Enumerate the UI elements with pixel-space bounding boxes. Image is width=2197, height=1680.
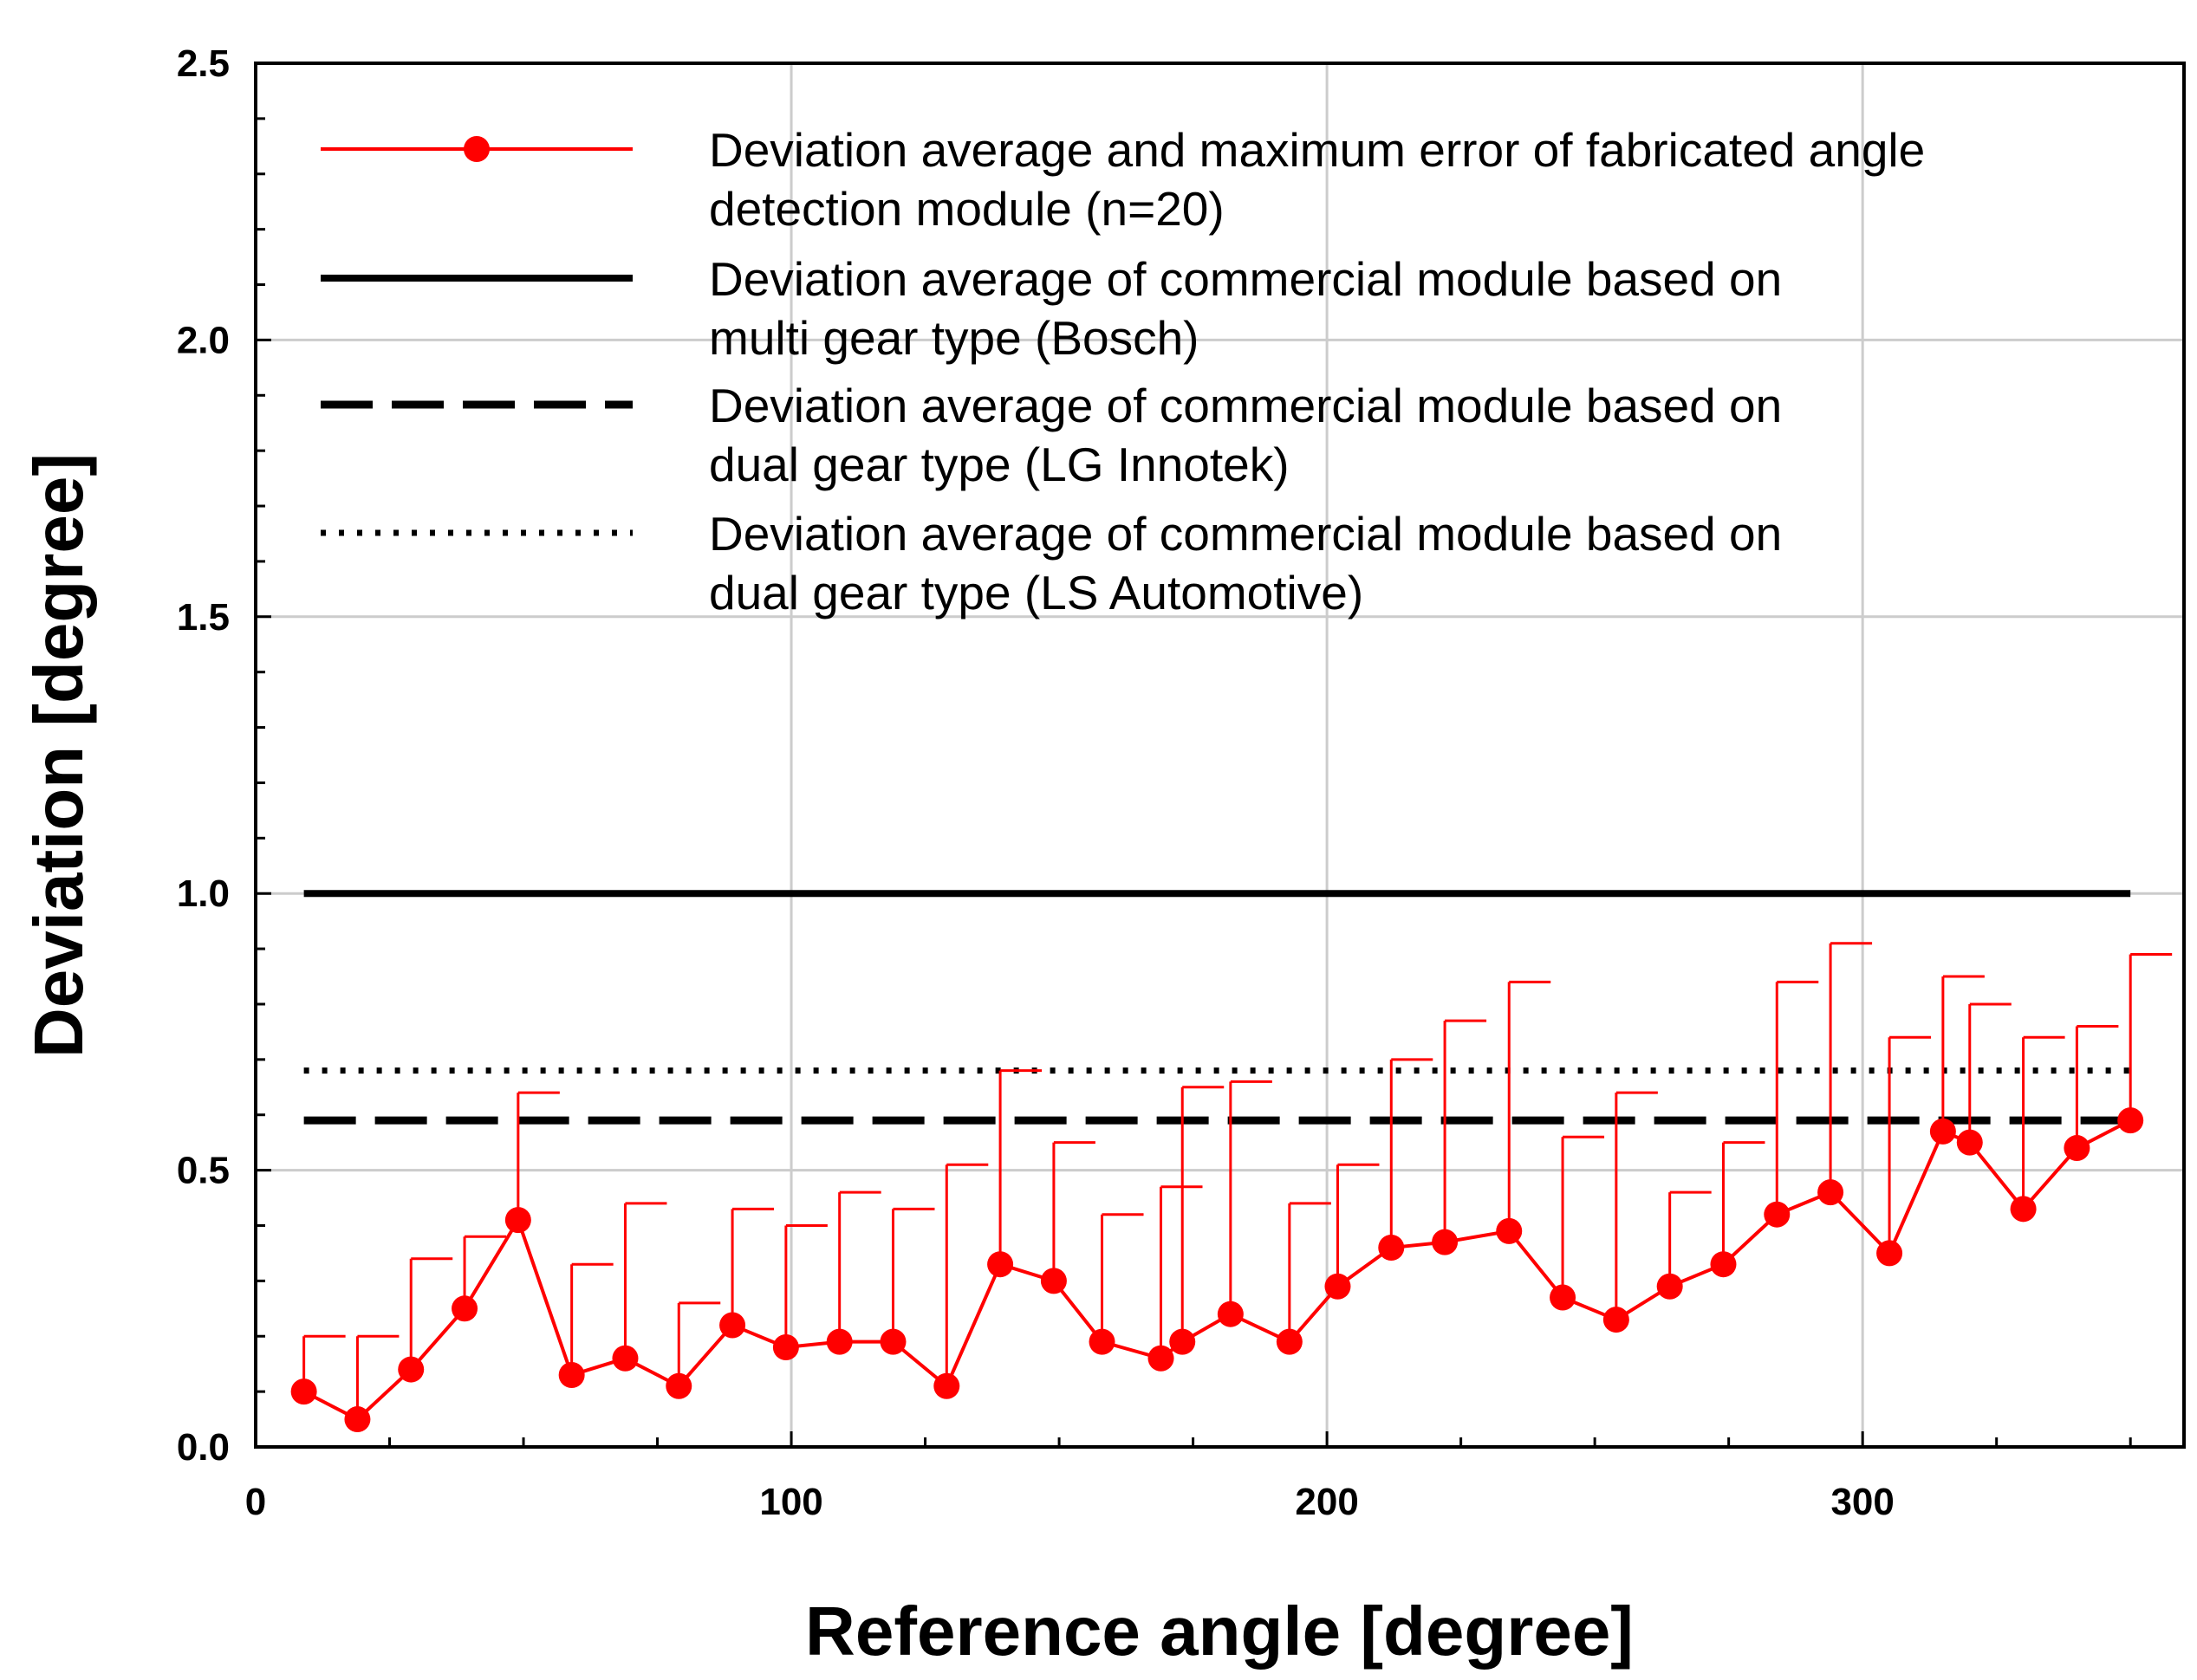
data-point	[1378, 1235, 1405, 1262]
y-tick-label: 2.0	[177, 319, 230, 361]
y-tick-label: 1.5	[177, 596, 230, 639]
markers	[290, 1107, 2144, 1433]
legend-label: detection module (n=20)	[709, 182, 1225, 236]
legend-label: Deviation average of commercial module b…	[709, 379, 1782, 432]
x-tick-label: 200	[1295, 1481, 1358, 1523]
data-point	[344, 1406, 371, 1433]
data-point	[1710, 1251, 1737, 1278]
data-point	[1602, 1307, 1629, 1333]
legend-label: Deviation average of commercial module b…	[709, 507, 1782, 561]
y-tick-label: 0.0	[177, 1426, 230, 1469]
data-point	[826, 1328, 853, 1355]
legend-label: multi gear type (Bosch)	[709, 311, 1199, 365]
ticks	[254, 62, 2132, 1449]
legend-label: dual gear type (LS Automotive)	[709, 566, 1363, 619]
data-point	[1040, 1268, 1067, 1294]
tick-labels: 0.0 0.5 1.0 1.5 2.0 2.5 0 100 200 300	[177, 42, 1895, 1523]
data-point	[1217, 1301, 1244, 1327]
legend-label: Deviation average and maximum error of f…	[709, 123, 1925, 177]
data-point	[1324, 1273, 1351, 1300]
y-tick-label: 0.5	[177, 1150, 230, 1192]
data-point	[933, 1372, 960, 1399]
data-point	[1276, 1328, 1303, 1355]
x-tick-label: 0	[245, 1481, 266, 1523]
data-point	[1956, 1129, 1983, 1156]
data-point	[558, 1361, 585, 1388]
data-point	[1550, 1284, 1576, 1311]
data-point	[719, 1312, 746, 1339]
legend: Deviation average and maximum error of f…	[321, 123, 1925, 619]
data-point	[987, 1251, 1014, 1278]
data-point	[504, 1207, 531, 1234]
legend-label: dual gear type (LG Innotek)	[709, 438, 1290, 491]
data-point	[290, 1378, 317, 1405]
data-point	[1929, 1118, 1956, 1145]
legend-label: Deviation average of commercial module b…	[709, 252, 1782, 306]
data-point	[1496, 1217, 1523, 1244]
data-point	[1147, 1345, 1174, 1372]
data-point	[452, 1295, 478, 1322]
data-point	[1656, 1273, 1683, 1300]
data-point	[666, 1372, 692, 1399]
data-point	[612, 1345, 639, 1372]
data-point	[1169, 1328, 1196, 1355]
data-point	[1089, 1328, 1115, 1355]
y-tick-label: 2.5	[177, 42, 230, 85]
data-point	[2010, 1196, 2037, 1223]
data-point	[1764, 1201, 1791, 1228]
data-point	[880, 1328, 907, 1355]
data-point	[1432, 1229, 1459, 1255]
x-axis-title: Reference angle [degree]	[805, 1592, 1634, 1670]
x-tick-label: 300	[1830, 1481, 1894, 1523]
data-point	[772, 1334, 799, 1361]
error-bars	[302, 942, 2173, 1420]
y-axis-title: Deviation [degree]	[20, 453, 97, 1058]
data-point	[2117, 1107, 2144, 1134]
data-point	[1817, 1179, 1844, 1206]
plot-frame	[254, 62, 2186, 1449]
legend-marker	[464, 136, 490, 162]
y-tick-label: 1.0	[177, 872, 230, 915]
data-point	[2064, 1135, 2090, 1162]
data-point	[398, 1356, 425, 1383]
series-lines	[302, 890, 2132, 1422]
x-tick-label: 100	[759, 1481, 822, 1523]
data-point	[1876, 1240, 1903, 1267]
